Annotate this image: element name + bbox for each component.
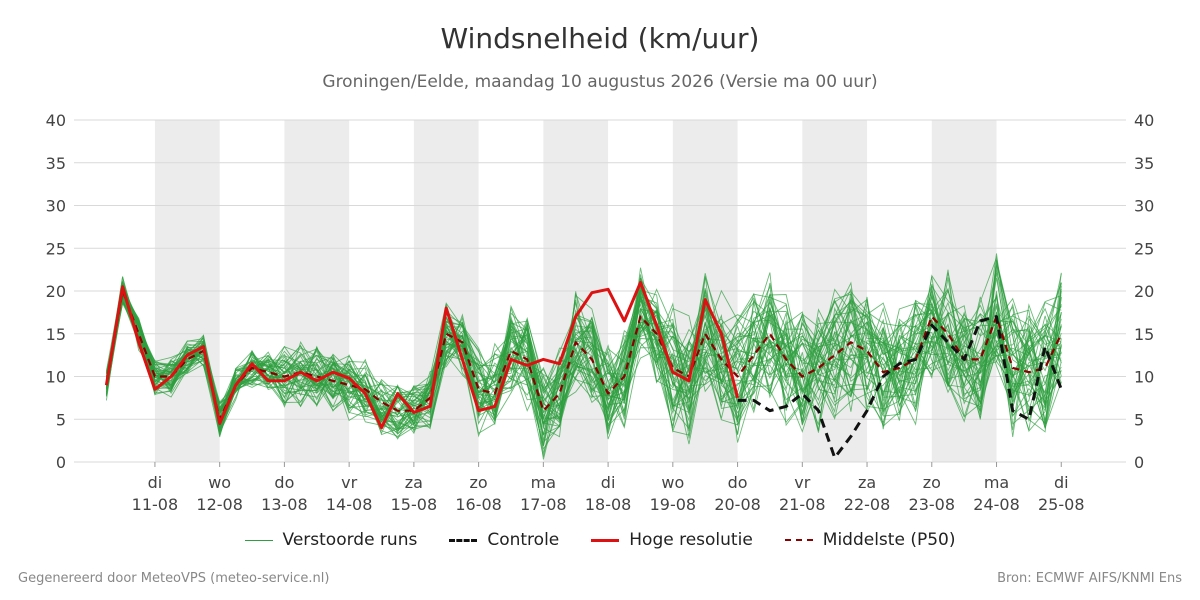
- legend-swatch-perturbed: [244, 539, 273, 541]
- x-tick-date-4: 15-08: [391, 495, 438, 514]
- ensemble-member-45: [105, 282, 1062, 460]
- x-tick-date-14: 25-08: [1038, 495, 1085, 514]
- x-tick-weekday-5: zo: [470, 473, 488, 492]
- footer-source: Bron: ECMWF AIFS/KNMI Ens: [997, 571, 1182, 586]
- x-tick-date-8: 19-08: [650, 495, 697, 514]
- ensemble-member-11: [105, 256, 1062, 436]
- ensemble-member-37: [105, 295, 1062, 427]
- series-control-line: [737, 315, 1063, 460]
- y-tick-left-5: 5: [56, 410, 66, 429]
- x-tick-weekday-10: vr: [794, 473, 810, 492]
- y-tick-right-0: 0: [1134, 453, 1144, 472]
- x-tick-date-6: 17-08: [520, 495, 567, 514]
- legend-swatch-hires: [591, 538, 620, 542]
- chart-subtitle: Groningen/Eelde, maandag 10 augustus 202…: [322, 72, 878, 92]
- y-tick-right-20: 20: [1134, 282, 1154, 301]
- y-tick-left-0: 0: [56, 453, 66, 472]
- legend-label-median: Middelste (P50): [822, 530, 956, 550]
- x-tick-date-0: 11-08: [132, 495, 179, 514]
- legend-item-perturbed: Verstoorde runs: [244, 530, 418, 550]
- ensemble-member-32: [105, 292, 1062, 433]
- y-tick-left-40: 40: [46, 111, 66, 130]
- x-tick-weekday-11: za: [858, 473, 876, 492]
- y-tick-left-35: 35: [46, 154, 66, 173]
- x-tick-date-12: 23-08: [909, 495, 956, 514]
- x-tick-weekday-1: wo: [208, 473, 231, 492]
- series-hires-line: [104, 280, 740, 430]
- x-tick-weekday-12: zo: [923, 473, 941, 492]
- legend: Verstoorde runs Controle Hoge resolutie …: [0, 530, 1200, 550]
- x-tick-weekday-13: ma: [984, 473, 1009, 492]
- legend-item-control: Controle: [449, 530, 559, 550]
- legend-label-perturbed: Verstoorde runs: [282, 530, 418, 550]
- y-tick-left-20: 20: [46, 282, 66, 301]
- x-tick-date-5: 16-08: [455, 495, 502, 514]
- x-tick-date-9: 20-08: [714, 495, 761, 514]
- x-tick-date-2: 13-08: [261, 495, 308, 514]
- x-tick-weekday-3: vr: [341, 473, 357, 492]
- y-tick-right-30: 30: [1134, 197, 1154, 216]
- legend-label-control: Controle: [487, 530, 560, 550]
- y-tick-right-10: 10: [1134, 368, 1154, 387]
- legend-label-hires: Hoge resolutie: [629, 530, 753, 550]
- y-tick-left-10: 10: [46, 368, 66, 387]
- ensemble-member-38: [105, 265, 1062, 443]
- x-tick-date-13: 24-08: [973, 495, 1020, 514]
- y-tick-right-40: 40: [1134, 111, 1154, 130]
- y-tick-left-30: 30: [46, 197, 66, 216]
- x-tick-weekday-2: do: [274, 473, 294, 492]
- chart-title: Windsnelheid (km/uur): [440, 22, 760, 55]
- ensemble-member-50: [105, 283, 1062, 457]
- legend-swatch-median: [784, 539, 813, 541]
- y-tick-right-15: 15: [1134, 325, 1154, 344]
- ensemble-member-48: [105, 284, 1062, 438]
- y-tick-right-25: 25: [1134, 239, 1154, 258]
- legend-swatch-control: [449, 538, 478, 542]
- ensemble-member-43: [105, 263, 1062, 437]
- ensemble-member-33: [105, 277, 1062, 445]
- ensemble-member-46: [105, 288, 1062, 430]
- x-tick-date-3: 14-08: [326, 495, 373, 514]
- ensemble-member-41: [105, 272, 1062, 433]
- x-tick-weekday-9: do: [728, 473, 748, 492]
- x-tick-weekday-14: di: [1054, 473, 1069, 492]
- y-tick-left-15: 15: [46, 325, 66, 344]
- footer-generated-by: Gegenereerd door MeteoVPS (meteo-service…: [18, 571, 330, 586]
- x-tick-date-1: 12-08: [196, 495, 243, 514]
- ensemble-group: [105, 253, 1062, 460]
- x-tick-weekday-6: ma: [531, 473, 556, 492]
- y-tick-right-5: 5: [1134, 410, 1144, 429]
- x-tick-date-11: 22-08: [844, 495, 891, 514]
- x-tick-weekday-4: za: [405, 473, 423, 492]
- x-tick-weekday-0: di: [148, 473, 163, 492]
- y-tick-left-25: 25: [46, 239, 66, 258]
- y-tick-right-35: 35: [1134, 154, 1154, 173]
- legend-item-hires: Hoge resolutie: [591, 530, 753, 550]
- legend-item-median: Middelste (P50): [784, 530, 956, 550]
- x-tick-date-7: 18-08: [585, 495, 632, 514]
- x-tick-weekday-7: di: [601, 473, 616, 492]
- x-tick-weekday-8: wo: [661, 473, 684, 492]
- x-tick-date-10: 21-08: [779, 495, 826, 514]
- series-median-line: [105, 289, 1063, 421]
